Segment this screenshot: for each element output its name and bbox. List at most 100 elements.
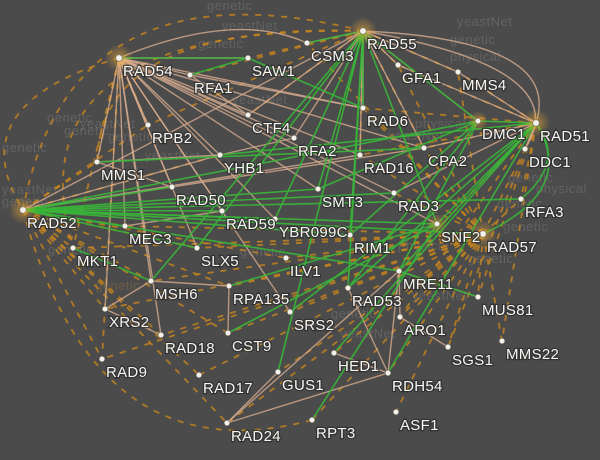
network-edge-tan-solid[interactable]: [22, 30, 364, 211]
network-edge-tan-solid[interactable]: [226, 372, 389, 424]
network-node-RAD52[interactable]: [19, 206, 27, 214]
network-edge-tan-solid[interactable]: [219, 137, 295, 156]
network-edge-tan-solid[interactable]: [189, 74, 364, 109]
network-edge-tan-solid[interactable]: [118, 57, 162, 336]
network-edge-green-solid[interactable]: [362, 30, 479, 122]
network-edge-green-solid[interactable]: [22, 188, 319, 211]
network-edge-orange-dashed[interactable]: [22, 209, 287, 259]
network-edge-orange-dashed[interactable]: [477, 233, 484, 298]
network-edge-green-solid[interactable]: [362, 30, 438, 225]
network-edge-green-solid[interactable]: [22, 209, 484, 235]
network-node-RIM1[interactable]: [346, 231, 354, 239]
network-edge-tan-solid[interactable]: [96, 57, 120, 163]
network-edge-green-solid[interactable]: [277, 30, 364, 373]
network-edge-green-solid[interactable]: [227, 223, 438, 334]
network-node-MMS22[interactable]: [498, 337, 506, 345]
network-node-RAD18[interactable]: [157, 331, 165, 339]
network-edge-green-solid[interactable]: [22, 209, 126, 227]
network-node-YHB1[interactable]: [216, 151, 224, 159]
network-edge-orange-dashed[interactable]: [423, 147, 484, 235]
network-node-DDC1[interactable]: [521, 145, 529, 153]
network-edge-orange-dashed[interactable]: [22, 209, 106, 310]
network-node-MSH6[interactable]: [147, 277, 155, 285]
network-node-RAD57[interactable]: [479, 230, 487, 238]
network-edge-green-solid[interactable]: [317, 30, 364, 190]
network-edge-tan-solid[interactable]: [247, 30, 364, 116]
network-node-RPB2[interactable]: [144, 121, 152, 129]
network-edge-orange-dashed[interactable]: [22, 13, 364, 211]
network-node-SMT3[interactable]: [314, 185, 322, 193]
network-edge-orange-dashed[interactable]: [311, 233, 484, 421]
network-edge-orange-dashed[interactable]: [501, 122, 537, 342]
network-node-SAW1[interactable]: [244, 54, 252, 62]
network-node-RPA135[interactable]: [225, 282, 233, 290]
network-edge-tan-solid[interactable]: [118, 57, 291, 313]
network-edge-tan-solid[interactable]: [189, 74, 249, 116]
network-edge-tan-solid[interactable]: [104, 308, 162, 336]
network-edge-tan-solid[interactable]: [104, 57, 120, 310]
network-node-MUS81[interactable]: [474, 293, 482, 301]
network-edge-green-solid[interactable]: [228, 223, 438, 287]
network-edge-green-solid[interactable]: [22, 198, 522, 211]
network-node-CST9[interactable]: [224, 329, 232, 337]
network-edge-tan-solid[interactable]: [362, 30, 425, 149]
network-edge-orange-dashed[interactable]: [22, 209, 152, 282]
network-node-DMC1[interactable]: [474, 117, 482, 125]
network-edge-orange-dashed[interactable]: [457, 71, 484, 235]
network-edge-tan-solid[interactable]: [22, 154, 221, 211]
network-edge-orange-dashed[interactable]: [189, 30, 364, 76]
network-edge-orange-dashed[interactable]: [362, 107, 484, 235]
network-node-RAD6[interactable]: [359, 104, 367, 112]
network-node-YBR099C[interactable]: [271, 215, 279, 223]
network-edge-orange-dashed[interactable]: [362, 107, 537, 124]
network-edge-tan-solid[interactable]: [423, 122, 537, 149]
network-edge-tan-solid[interactable]: [118, 57, 126, 227]
network-node-RAD51[interactable]: [532, 119, 540, 127]
network-edge-orange-dashed[interactable]: [3, 57, 120, 211]
network-node-RAD59[interactable]: [218, 207, 226, 215]
network-edge-green-solid[interactable]: [96, 147, 425, 163]
network-edge-green-solid[interactable]: [72, 247, 152, 282]
network-edge-green-solid[interactable]: [387, 122, 537, 374]
network-edge-green-solid[interactable]: [347, 120, 479, 289]
network-edge-orange-dashed[interactable]: [359, 122, 537, 156]
network-edge-green-solid[interactable]: [22, 186, 173, 211]
network-node-RPT3[interactable]: [308, 416, 316, 424]
network-node-CTF4[interactable]: [244, 111, 252, 119]
network-edge-tan-solid[interactable]: [387, 270, 400, 374]
network-edge-orange-dashed[interactable]: [22, 209, 74, 249]
network-edge-tan-solid[interactable]: [393, 122, 537, 194]
network-node-MEC3[interactable]: [121, 222, 129, 230]
network-edge-green-solid[interactable]: [349, 30, 364, 236]
network-node-RFA3[interactable]: [517, 195, 525, 203]
network-node-RAD17[interactable]: [195, 371, 203, 379]
network-edge-orange-dashed[interactable]: [22, 209, 103, 360]
network-node-RAD24[interactable]: [223, 419, 231, 427]
network-edge-green-solid[interactable]: [22, 209, 198, 249]
network-node-RAD3[interactable]: [390, 189, 398, 197]
network-edge-tan-solid[interactable]: [104, 280, 152, 310]
network-edge-tan-solid[interactable]: [333, 352, 389, 374]
network-edge-tan-solid[interactable]: [397, 64, 537, 124]
network-edge-green-solid[interactable]: [22, 192, 395, 211]
network-edge-tan-solid[interactable]: [118, 57, 221, 156]
network-edge-tan-solid[interactable]: [399, 316, 449, 348]
network-node-RAD53[interactable]: [344, 284, 352, 292]
network-edge-orange-dashed[interactable]: [22, 124, 149, 211]
network-edge-orange-dashed[interactable]: [399, 122, 537, 318]
network-edge-tan-solid[interactable]: [118, 57, 295, 139]
network-edge-tan-solid[interactable]: [362, 30, 459, 73]
network-node-MKT1[interactable]: [69, 244, 77, 252]
network-edge-orange-dashed[interactable]: [482, 198, 522, 235]
network-edge-orange-dashed[interactable]: [22, 209, 229, 334]
network-edge-green-solid[interactable]: [482, 122, 550, 235]
network-edge-orange-dashed[interactable]: [289, 233, 484, 313]
network-edge-green-solid[interactable]: [189, 57, 249, 76]
network-node-GUS1[interactable]: [274, 368, 282, 376]
network-node-XRS2[interactable]: [101, 305, 109, 313]
network-node-SNF2[interactable]: [433, 220, 441, 228]
network-edge-orange-dashed[interactable]: [22, 209, 228, 424]
network-edge-tan-solid[interactable]: [457, 71, 537, 124]
